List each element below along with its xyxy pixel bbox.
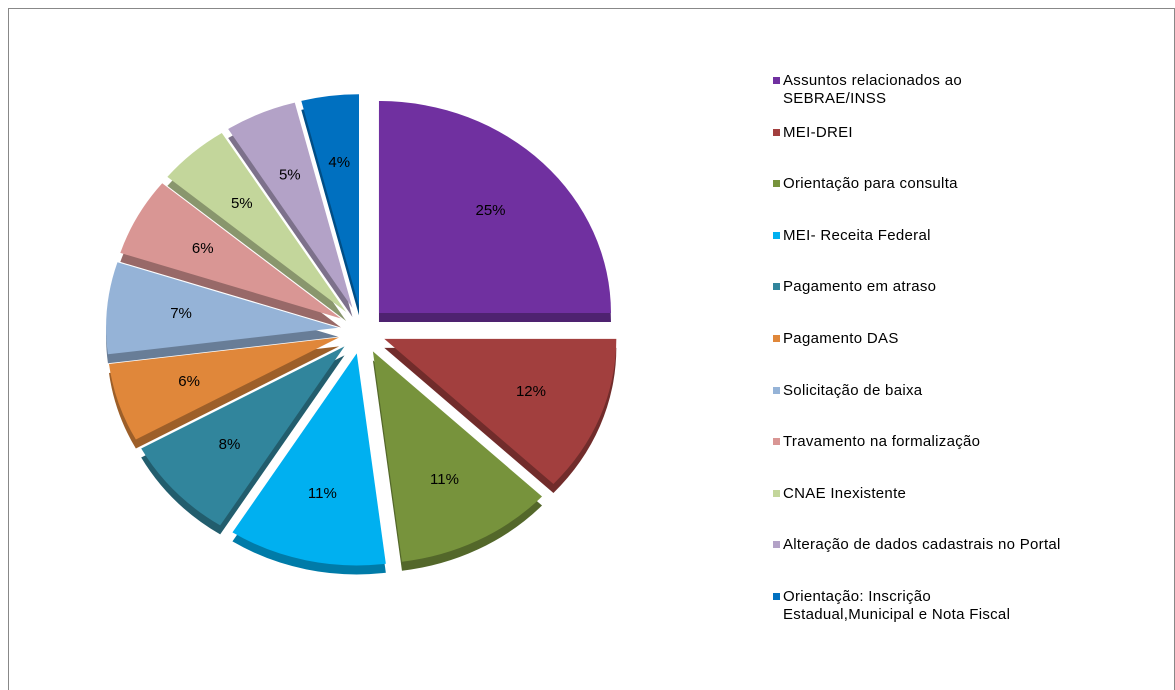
slice [120,183,341,319]
slice [232,353,386,566]
legend-label: Travamento na formalização [783,433,981,451]
legend-label: Alteração de dados cadastrais no Portal [783,536,1061,554]
slice [109,337,340,440]
legend-item: CNAE Inexistente [773,484,907,503]
legend-label: CNAE Inexistente [783,484,907,502]
legend-label: MEI-DREI [783,123,853,141]
legend-label: Orientação para consulta [783,175,958,193]
legend-swatch [773,541,780,549]
slice-label: 12% [516,383,546,400]
legend-item: Travamento na formalização [773,433,981,451]
legend-swatch [773,128,780,136]
legend-swatch [773,386,780,394]
legend-swatch [773,438,780,446]
slice [141,346,345,526]
legend-label: Assuntos relacionados ao SEBRAE/INSS [783,72,962,107]
slice [378,101,611,314]
slice-label: 6% [178,373,200,390]
slice [384,338,617,484]
slice-label: 6% [192,240,214,257]
legend-item: Solicitação de baixa [773,381,923,400]
slice-label: 11% [430,471,459,488]
legend-item: Orientação: Inscrição Estadual,Municipal… [773,588,1011,624]
legend-item: Alteração de dados cadastrais no Portal [773,536,1061,554]
slice-label: 5% [279,167,301,184]
legend-item: Pagamento DAS [773,330,899,348]
legend-swatch [773,283,780,291]
legend-item: MEI-DREI [773,123,853,142]
slice [372,351,543,562]
legend-swatch [773,77,780,84]
legend-swatch [773,593,780,600]
legend-label: Orientação: Inscrição Estadual,Municipal… [783,588,1011,623]
legend-label: Solicitação de baixa [783,381,923,399]
slice [167,132,347,312]
legend-item: Pagamento em atraso [773,278,937,296]
slice-label: 7% [170,305,192,322]
legend-swatch [773,335,780,342]
slice [106,262,339,355]
legend-item: Orientação para consulta [773,175,958,193]
legend-swatch [773,180,780,188]
slice [301,94,359,307]
slice [228,102,353,308]
legend-label: MEI- Receita Federal [783,226,931,244]
slice-label: 5% [231,195,253,212]
legend-swatch [773,489,780,497]
legend-swatch [773,231,780,239]
legend-item: Assuntos relacionados ao SEBRAE/INSS [773,72,962,108]
legend-label: Pagamento em atraso [783,278,937,296]
slice-label: 11% [308,485,337,502]
slice-label: 8% [219,436,241,453]
legend-label: Pagamento DAS [783,330,899,347]
slice-label: 25% [476,202,506,219]
slice-label: 4% [328,154,350,171]
legend-item: MEI- Receita Federal [773,226,931,245]
